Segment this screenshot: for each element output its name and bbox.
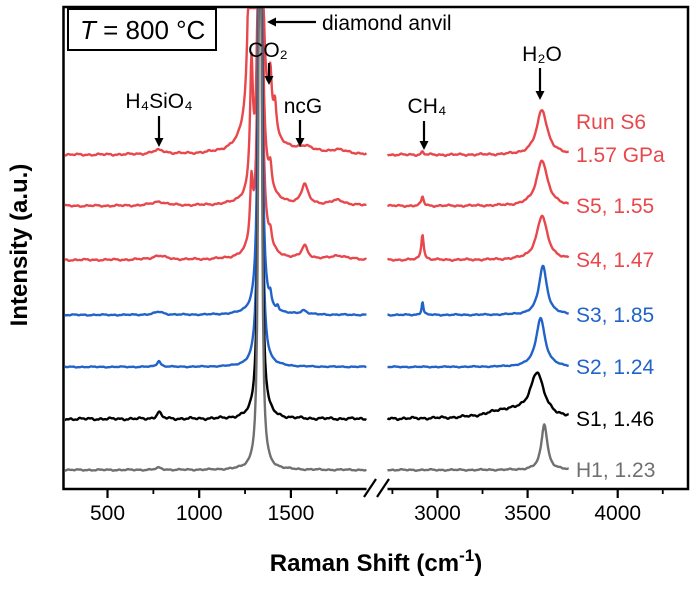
spectrum-s1 — [386, 371, 570, 422]
annotation-label-2: CO₂ — [248, 39, 288, 62]
annotation-label-1: H₄SiO₄ — [125, 90, 192, 113]
spectrum-s2 — [65, 8, 368, 369]
series-label-s2: S2, 1.24 — [576, 356, 655, 379]
temperature-box-border — [67, 8, 217, 51]
left-arrow-head — [267, 17, 276, 27]
y-axis-title: Intensity (a.u.) — [6, 164, 33, 327]
spectra-curves — [65, 8, 570, 472]
plot-background — [63, 7, 688, 489]
break-slash — [363, 478, 377, 498]
down-arrow-head — [419, 141, 429, 150]
temperature-box: T = 800 °C — [67, 8, 217, 51]
series-label-run-s6: Run S6 — [576, 111, 646, 134]
series-label-s1: S1, 1.46 — [576, 408, 654, 431]
series-label-s4: S4, 1.47 — [576, 249, 654, 272]
annotation-label-6: H₂O — [522, 43, 562, 66]
series-label-h1: H1, 1.23 — [576, 459, 655, 482]
down-arrow-head — [264, 76, 274, 85]
series-label-run-s6: 1.57 GPa — [576, 144, 665, 167]
down-arrow-head — [154, 138, 164, 147]
annotation-label-4: ncG — [284, 95, 323, 118]
spectrum-s1 — [65, 8, 368, 422]
break-slash — [376, 478, 390, 498]
series-label-s5: S5, 1.55 — [576, 195, 654, 218]
spectrum-s3 — [65, 8, 368, 317]
x-axis-title: Raman Shift (cm-1) — [270, 546, 483, 577]
spectrum-h1 — [386, 423, 570, 472]
spectrum-run-s6 — [386, 109, 570, 158]
axis-break-gap — [366, 485, 388, 492]
annotation-label-5: CH₄ — [408, 95, 447, 118]
peak-annotations: H₄SiO₄ CO₂ diamond anvil ncG CH₄ H₂O — [125, 12, 562, 150]
temperature-value: = 800 °C — [96, 15, 205, 45]
temperature-symbol: T — [80, 15, 98, 45]
tick-label: 3000 — [414, 502, 461, 525]
spectrum-s2 — [386, 316, 570, 369]
x-axis-tick-labels: 500 1000 1500 3000 3500 4000 — [90, 502, 641, 525]
spectrum-s3 — [386, 264, 570, 317]
series-label-s3: S3, 1.85 — [576, 304, 654, 327]
spectrum-run-s6 — [65, 8, 368, 157]
series-labels: Run S6 1.57 GPa S5, 1.55 S4, 1.47 S3, 1.85 S2… — [576, 111, 665, 482]
tick-label: 1500 — [268, 502, 315, 525]
spectrum-s4 — [65, 8, 368, 262]
tick-label: 4000 — [594, 502, 641, 525]
spectrum-s5 — [386, 159, 570, 208]
annotation-label-3: diamond anvil — [322, 12, 452, 35]
spectrum-s5 — [65, 8, 368, 208]
spectrum-h1 — [65, 8, 368, 472]
axis-break-marks — [363, 478, 390, 498]
x-axis-ticks — [106, 489, 664, 498]
tick-label: 500 — [90, 502, 125, 525]
down-arrow-head — [535, 91, 545, 100]
down-arrow-head — [295, 138, 305, 147]
temperature-label: T = 800 °C — [80, 15, 205, 45]
tick-label: 3500 — [504, 502, 551, 525]
spectrum-s4 — [386, 214, 570, 262]
tick-label: 1000 — [176, 502, 223, 525]
